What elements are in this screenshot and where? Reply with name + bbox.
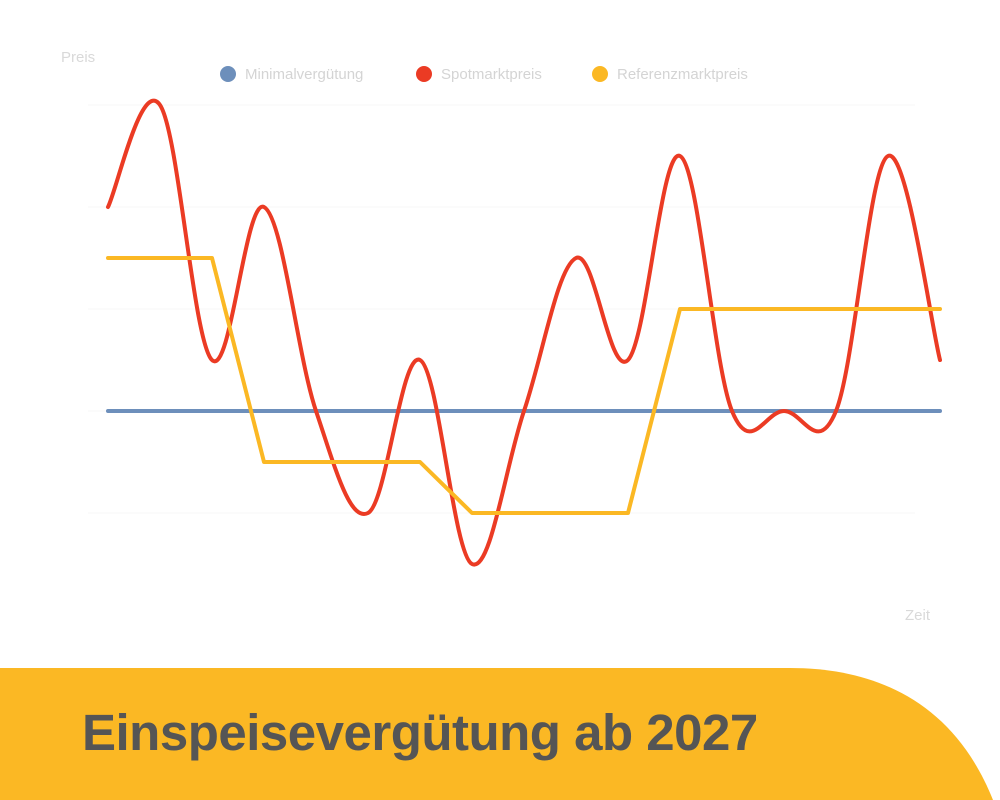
legend-label-0: Minimalvergütung bbox=[245, 66, 363, 83]
chart-legend: Minimalvergütung Spotmarktpreis Referenzma… bbox=[220, 66, 748, 83]
legend-marker-1 bbox=[416, 66, 432, 82]
legend-label-2: Referenzmarktpreis bbox=[617, 66, 748, 83]
legend-marker-2 bbox=[592, 66, 608, 82]
x-axis-label: Zeit bbox=[905, 607, 931, 624]
y-axis-label: Preis bbox=[61, 49, 95, 66]
chart-series bbox=[106, 99, 942, 567]
legend-label-1: Spotmarktpreis bbox=[441, 66, 542, 83]
series-line-spotmarktpreis bbox=[106, 99, 942, 567]
footer-banner-background bbox=[0, 668, 993, 800]
legend-marker-0 bbox=[220, 66, 236, 82]
page-title: Einspeisevergütung ab 2027 bbox=[82, 704, 758, 761]
series-line-referenzmarktpreis bbox=[106, 256, 942, 515]
